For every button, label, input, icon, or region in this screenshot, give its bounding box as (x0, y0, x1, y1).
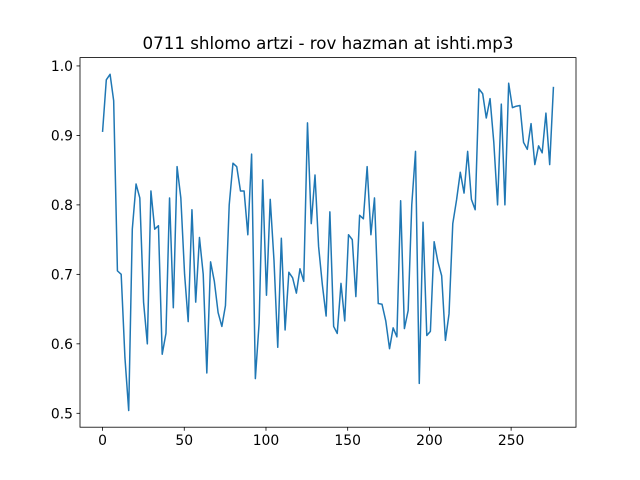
y-tick-label: 0.9 (51, 128, 73, 144)
y-tick-label: 0.6 (51, 337, 73, 353)
plot-frame (79, 57, 577, 428)
y-tick-label: 0.5 (51, 406, 73, 422)
data-line (101, 73, 555, 412)
y-tick-label: 1.0 (51, 59, 73, 75)
x-tick-label: 150 (334, 433, 361, 449)
x-tick-label: 50 (175, 433, 193, 449)
x-tick-label: 200 (416, 433, 443, 449)
x-tick-label: 100 (253, 433, 280, 449)
x-tick-label: 0 (98, 433, 107, 449)
y-tick-label: 0.7 (51, 267, 73, 283)
x-tick-label: 250 (498, 433, 525, 449)
y-tick-label: 0.8 (51, 198, 73, 214)
chart-title: 0711 shlomo artzi - rov hazman at ishti.… (142, 33, 513, 53)
